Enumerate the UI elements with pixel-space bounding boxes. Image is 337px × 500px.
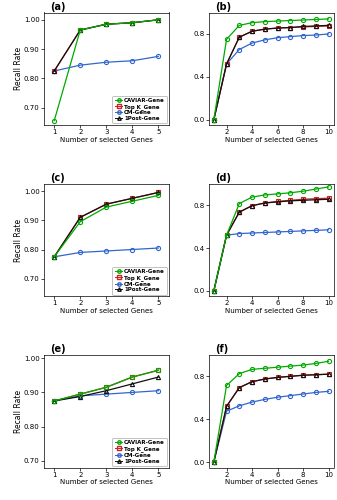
Text: (c): (c)	[50, 173, 65, 183]
X-axis label: Number of selected Genes: Number of selected Genes	[225, 136, 317, 142]
Legend: CAVIAR-Gene, Top K_Gene, CM-Gene, 1Post-Gene: CAVIAR-Gene, Top K_Gene, CM-Gene, 1Post-…	[113, 96, 167, 124]
Y-axis label: Recall Rate: Recall Rate	[13, 218, 23, 262]
Text: (f): (f)	[215, 344, 228, 354]
Legend: CAVIAR-Gene, Top K_Gene, CM-Gene, 1Post-Gene: CAVIAR-Gene, Top K_Gene, CM-Gene, 1Post-…	[113, 267, 167, 294]
Text: (d): (d)	[215, 173, 231, 183]
Text: (b): (b)	[215, 2, 231, 12]
X-axis label: Number of selected Genes: Number of selected Genes	[225, 308, 317, 314]
X-axis label: Number of selected Genes: Number of selected Genes	[225, 479, 317, 485]
X-axis label: Number of selected Genes: Number of selected Genes	[60, 136, 153, 142]
X-axis label: Number of selected Genes: Number of selected Genes	[60, 308, 153, 314]
Text: (e): (e)	[50, 344, 66, 354]
Y-axis label: Recall Rate: Recall Rate	[13, 47, 23, 90]
Text: (a): (a)	[50, 2, 66, 12]
Y-axis label: Recall Rate: Recall Rate	[13, 390, 23, 433]
X-axis label: Number of selected Genes: Number of selected Genes	[60, 479, 153, 485]
Legend: CAVIAR-Gene, Top K_Gene, CM-Gene, 1Post-Gene: CAVIAR-Gene, Top K_Gene, CM-Gene, 1Post-…	[113, 438, 167, 466]
